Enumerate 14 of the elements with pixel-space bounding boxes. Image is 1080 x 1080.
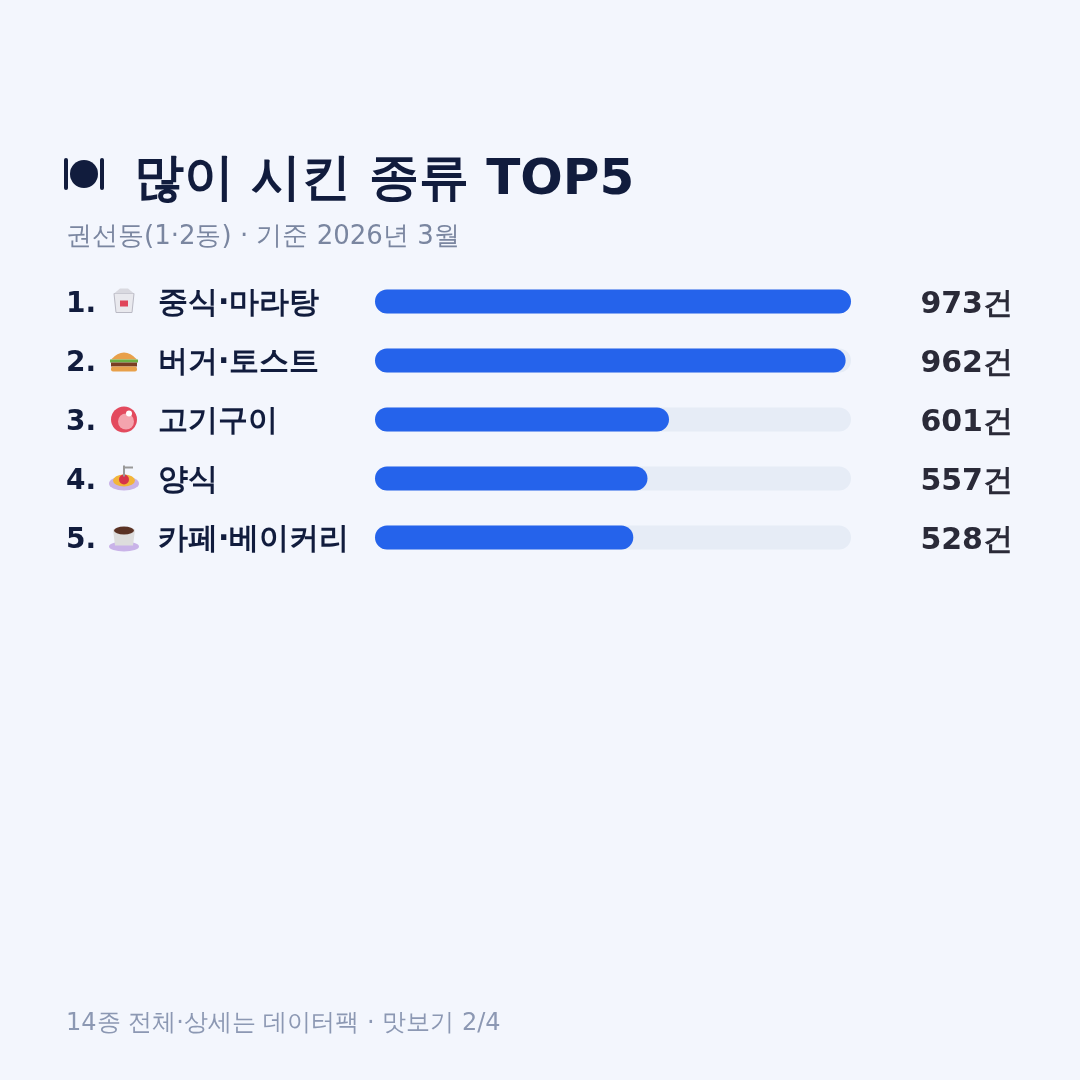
bar — [375, 348, 846, 373]
chart-title: 많이 시킨 종류 TOP5 — [134, 148, 635, 206]
data-label: 601건 — [920, 402, 1013, 438]
chart-subtitle: 권선동(1·2동) · 기준 2026년 3월 — [66, 220, 460, 250]
data-label: 528건 — [920, 520, 1013, 556]
category-label: 1. 중식·마라탕 — [66, 283, 320, 319]
category-label: 4. 양식 — [66, 460, 218, 496]
category-label: 2. 버거·토스트 — [66, 342, 320, 378]
data-label: 973건 — [920, 284, 1013, 320]
category-label: 3. 고기구이 — [66, 401, 278, 437]
data-label: 557건 — [920, 461, 1013, 497]
text: 14종 전체·상세는 데이터팩 · 맛보기 2/4 — [66, 1008, 501, 1036]
category-label: 5. 카페·베이커리 — [66, 519, 350, 555]
data-label: 962건 — [920, 343, 1013, 379]
